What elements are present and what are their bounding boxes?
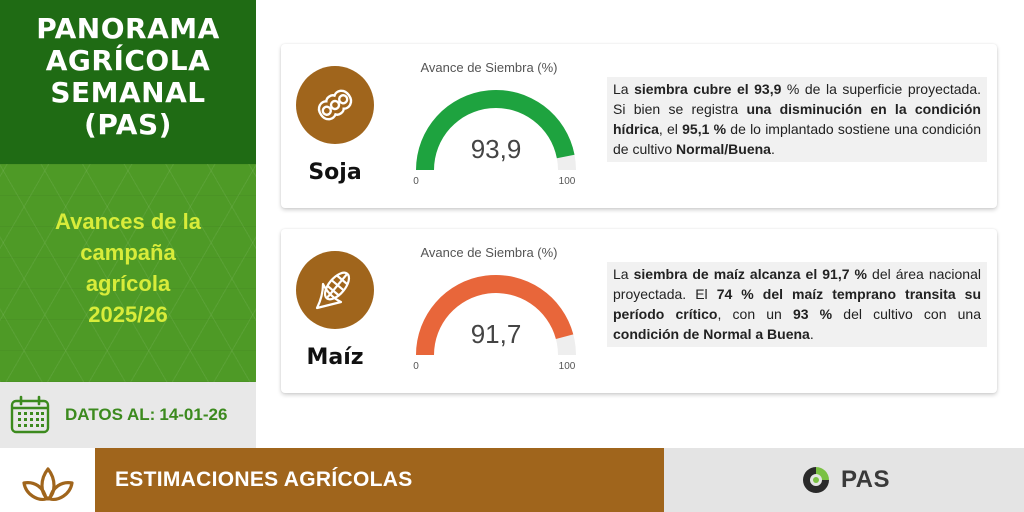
section-label-bar: ESTIMACIONES AGRÍCOLAS (95, 448, 664, 512)
gauge-fill (416, 89, 575, 170)
gauge-min-label: 0 (413, 176, 419, 187)
section-label: ESTIMACIONES AGRÍCOLAS (115, 468, 413, 491)
gauge-title: Avance de Siembra (%) (420, 245, 558, 260)
progress-gauge: 93,9 0 100 (413, 89, 576, 187)
subtitle-line: agrícola (85, 271, 171, 296)
crop-card-maiz: Maíz Avance de Siembra (%) 91,7 0 100 La… (281, 229, 997, 393)
campaign-subtitle: Avances de la campaña agrícola 2025/26 (0, 164, 256, 382)
gauge-title: Avance de Siembra (%) (420, 60, 558, 75)
logo-text: PAS (840, 466, 891, 493)
gauge-max-label: 100 (559, 361, 576, 372)
leaf-sprout-icon (0, 448, 95, 512)
subtitle-line: campaña (80, 240, 176, 265)
soybean-icon (296, 66, 374, 144)
calendar-icon (10, 395, 50, 434)
title-line: (PAS) (84, 108, 172, 141)
title-line: SEMANAL (50, 76, 206, 109)
data-date: DATOS AL: 14-01-26 (0, 382, 256, 448)
gauge-value: 93,9 (471, 134, 522, 164)
corn-icon (296, 251, 374, 329)
gauge-min-label: 0 (413, 361, 419, 372)
progress-gauge: 91,7 0 100 (413, 274, 576, 372)
date-label: DATOS AL: (65, 405, 156, 424)
crop-description: La siembra de maíz alcanza el 91,7 % del… (607, 262, 987, 347)
title-line: AGRÍCOLA (45, 44, 211, 77)
subtitle-line: Avances de la (55, 209, 201, 234)
title-line: PANORAMA (36, 12, 220, 45)
crop-name: Maíz (306, 345, 364, 370)
brand-logo: PAS (664, 448, 1024, 512)
gauge-max-label: 100 (559, 176, 576, 187)
pas-logo-icon (802, 467, 829, 493)
date-value: 14-01-26 (159, 405, 228, 424)
gauge-fill (416, 274, 574, 355)
page-title: PANORAMA AGRÍCOLA SEMANAL (PAS) (0, 0, 256, 164)
crop-name: Soja (308, 160, 362, 185)
crop-card-soja: Soja Avance de Siembra (%) 93,9 0 100 La… (281, 44, 997, 208)
crop-description: La siembra cubre el 93,9 % de la superfi… (607, 77, 987, 162)
gauge-value: 91,7 (471, 319, 522, 349)
subtitle-line: 2025/26 (88, 302, 168, 327)
